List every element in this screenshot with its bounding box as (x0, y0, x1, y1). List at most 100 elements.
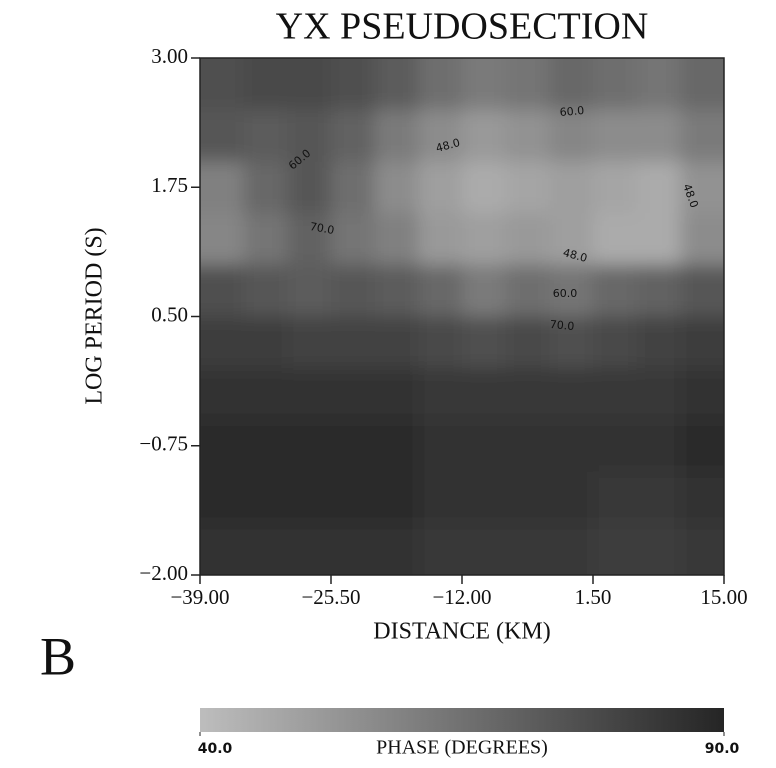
heatmap-cell (418, 523, 463, 575)
heatmap-cell (243, 213, 288, 266)
heatmap-cell (549, 368, 594, 421)
heatmap-cell (418, 58, 463, 111)
heatmap-cell (636, 471, 681, 524)
heatmap-cell (680, 419, 724, 473)
heatmap-cell (462, 471, 507, 524)
heatmap-cell (287, 523, 332, 575)
heatmap-cell (200, 523, 245, 575)
heatmap-cell (593, 213, 638, 266)
heatmap-cell (374, 471, 419, 524)
heatmap-cell (593, 58, 638, 111)
heatmap-cell (593, 264, 638, 318)
heatmap-cell (462, 368, 507, 421)
heatmap-cell (418, 471, 463, 524)
heatmap-cell (593, 523, 638, 575)
colorbar (200, 708, 724, 732)
heatmap-cell (593, 471, 638, 524)
heatmap-cell (680, 213, 724, 266)
heatmap-cell (287, 471, 332, 524)
heatmap-cell (549, 523, 594, 575)
heatmap-cell (243, 264, 288, 318)
heatmap-cell (505, 213, 550, 266)
heatmap-cell (462, 523, 507, 575)
heatmap-cell (200, 419, 245, 473)
heatmap-cell (680, 316, 724, 369)
heatmap-cell (418, 419, 463, 473)
heatmap-cell (505, 523, 550, 575)
heatmap-cell (200, 316, 245, 369)
heatmap-cell (287, 161, 332, 214)
heatmap-cell (287, 368, 332, 421)
heatmap-cell (680, 368, 724, 421)
x-tick-label: −39.00 (170, 585, 229, 609)
heatmap-cell (374, 523, 419, 575)
heatmap-cell (549, 58, 594, 111)
heatmap-cell (243, 523, 288, 575)
colorbar-tick-label: 40.0 (198, 741, 233, 757)
x-tick-label: −12.00 (432, 585, 491, 609)
heatmap-cell (200, 109, 245, 162)
heatmap-cell (200, 368, 245, 421)
heatmap-cell (331, 213, 376, 266)
heatmap-cell (680, 471, 724, 524)
heatmap-cell (287, 264, 332, 318)
heatmap-cell (636, 419, 681, 473)
heatmap-cell (636, 109, 681, 162)
heatmap-cell (462, 213, 507, 266)
heatmap-cell (331, 161, 376, 214)
heatmap-cell (287, 58, 332, 111)
heatmap-cell (549, 471, 594, 524)
chart-title: YX PSEUDOSECTION (276, 6, 649, 48)
heatmap-cell (505, 161, 550, 214)
heatmap-cell (636, 316, 681, 369)
heatmap-cell (374, 316, 419, 369)
heatmap-cell (374, 419, 419, 473)
heatmap-cell (593, 419, 638, 473)
heatmap-cell (331, 109, 376, 162)
heatmap-cell (462, 316, 507, 369)
heatmap-cell (462, 264, 507, 318)
heatmap-cell (418, 213, 463, 266)
heatmap-cell (462, 161, 507, 214)
heatmap-cell (243, 419, 288, 473)
heatmap-cell (418, 316, 463, 369)
heatmap-cell (418, 109, 463, 162)
y-tick-label: 1.75 (151, 173, 188, 197)
heatmap-cell (593, 316, 638, 369)
heatmap-cell (505, 109, 550, 162)
x-tick-label: 15.00 (700, 585, 747, 609)
heatmap-cell (636, 264, 681, 318)
heatmap-cell (680, 264, 724, 318)
heatmap-cell (549, 213, 594, 266)
heatmap-cell (331, 419, 376, 473)
heatmap-cell (243, 471, 288, 524)
heatmap-cell (505, 471, 550, 524)
heatmap-cell (462, 419, 507, 473)
heatmap-cell (331, 523, 376, 575)
heatmap-cell (331, 316, 376, 369)
heatmap-cell (636, 523, 681, 575)
heatmap-cell (505, 264, 550, 318)
heatmap-cell (549, 419, 594, 473)
contour-label: 48.0 (434, 136, 461, 155)
panel-label: B (40, 626, 76, 686)
heatmap-cell (374, 368, 419, 421)
heatmap-cell (680, 109, 724, 162)
y-axis-label: LOG PERIOD (S) (82, 227, 108, 404)
heatmap-cell (374, 161, 419, 214)
heatmap-cell (549, 161, 594, 214)
x-axis-label: DISTANCE (KM) (373, 619, 550, 645)
contour-label: 70.0 (309, 220, 335, 237)
heatmap-cell (636, 161, 681, 214)
heatmap-cell (287, 419, 332, 473)
heatmap-cell (680, 58, 724, 111)
heatmap-cell (374, 213, 419, 266)
heatmap (200, 58, 724, 575)
heatmap-cell (593, 368, 638, 421)
heatmap-cell (549, 264, 594, 318)
heatmap-cell (331, 264, 376, 318)
heatmap-cell (636, 368, 681, 421)
heatmap-cell (243, 161, 288, 214)
